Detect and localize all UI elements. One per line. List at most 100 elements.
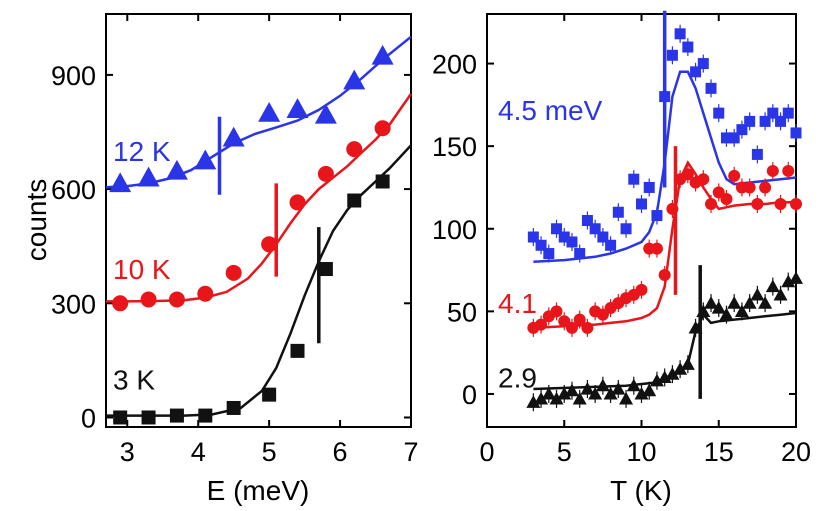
data-points: [526, 24, 803, 412]
data-point-4-1: [535, 318, 548, 331]
plot-frame: [105, 13, 412, 428]
data-point-4-1: [565, 321, 578, 334]
data-point-4-1: [790, 197, 802, 210]
x-tick-label: 10: [626, 437, 656, 467]
data-point-2-9: [595, 378, 610, 392]
data-point-4-5-mev: [759, 115, 771, 127]
data-point-2-9: [541, 386, 556, 400]
data-point-4-5-mev: [574, 248, 586, 260]
data-point-12-k: [286, 98, 309, 118]
data-point-12-k: [137, 166, 160, 187]
data-point-4-5-mev: [782, 107, 794, 119]
data-point-4-5-mev: [666, 49, 678, 61]
data-point-2-9: [673, 362, 688, 375]
y-tick-label: 0: [462, 380, 477, 410]
data-point-4-5-mev: [651, 210, 663, 222]
y-tick-label: 0: [81, 403, 96, 433]
data-point-4-5-mev: [551, 223, 563, 235]
data-point-4-1: [751, 197, 764, 210]
data-point-12-k: [343, 69, 366, 90]
data-point-4-5-mev: [790, 127, 802, 139]
data-point-4-1: [681, 168, 694, 181]
data-point-3-k: [318, 262, 333, 277]
data-point-2-9: [727, 296, 742, 309]
data-point-12-k: [258, 101, 281, 122]
data-point-4-1: [581, 321, 594, 334]
data-point-4-5-mev: [682, 41, 694, 53]
y-axis-label: counts: [21, 179, 52, 262]
data-point-4-1: [650, 242, 663, 255]
data-point-4-5-mev: [728, 132, 740, 144]
data-point-4-1: [766, 164, 779, 177]
data-point-4-5-mev: [597, 231, 609, 243]
data-point-4-5-mev: [736, 124, 748, 136]
data-point-4-5-mev: [775, 115, 787, 127]
data-point-2-9: [657, 370, 672, 384]
y-tick-label: 50: [447, 297, 477, 327]
data-point-2-9: [549, 391, 564, 405]
data-points: [109, 44, 394, 425]
data-point-4-5-mev: [674, 28, 686, 40]
data-point-3-k: [375, 174, 390, 189]
data-point-4-1: [774, 197, 787, 210]
y-tick-label: 300: [51, 289, 96, 319]
x-tick-label: 3: [120, 437, 135, 467]
data-point-4-1: [697, 173, 710, 186]
data-point-4-1: [759, 181, 772, 194]
series-labels: 4.5 meV 4.1 2.9: [498, 95, 603, 394]
data-point-2-9: [665, 367, 680, 380]
data-point-2-9: [619, 391, 634, 405]
series-label-4-1: 4.1: [498, 288, 537, 319]
data-point-4-5-mev: [751, 148, 763, 160]
data-point-2-9: [626, 378, 641, 392]
data-point-2-9: [580, 382, 595, 395]
data-point-10-k: [112, 295, 129, 312]
data-point-10-k: [289, 194, 306, 211]
data-point-12-k: [371, 44, 394, 65]
data-point-4-5-mev: [705, 82, 717, 94]
energy-scan-panel: 3 4 5 6 7 0 300 600 900 12 K 10 K 3 K E (meV) coun…: [21, 13, 419, 506]
data-point-4-5-mev: [612, 206, 624, 218]
data-point-3-k: [198, 408, 213, 423]
data-point-2-9: [781, 274, 796, 288]
data-point-4-5-mev: [697, 58, 709, 70]
data-point-2-9: [711, 301, 726, 314]
data-point-10-k: [225, 264, 242, 281]
data-point-4-1: [573, 313, 586, 326]
data-point-2-9: [789, 271, 803, 284]
x-tick-label: 15: [704, 437, 734, 467]
fit-curves: [105, 35, 413, 417]
data-point-4-5-mev: [636, 198, 647, 210]
data-point-2-9: [734, 304, 749, 317]
data-point-4-5-mev: [535, 239, 547, 251]
data-point-4-5-mev: [767, 107, 779, 119]
data-point-2-9: [750, 287, 765, 301]
series-label-10-k: 10 K: [113, 254, 171, 285]
data-point-12-k: [194, 149, 217, 170]
data-point-3-k: [169, 408, 184, 423]
x-tick-label: 0: [479, 437, 494, 467]
data-point-2-9: [588, 386, 603, 400]
data-point-12-k: [314, 103, 337, 124]
data-point-4-5-mev: [720, 132, 732, 144]
data-point-2-9: [526, 395, 541, 408]
data-point-2-9: [696, 304, 711, 317]
data-point-12-k: [222, 126, 245, 147]
data-point-4-1: [635, 283, 648, 296]
series-labels: 12 K 10 K 3 K: [113, 136, 171, 395]
series-label-4-5-mev: 4.5 meV: [498, 95, 603, 126]
x-tick-label: 7: [403, 437, 418, 467]
data-point-10-k: [140, 291, 157, 308]
data-point-10-k: [197, 285, 214, 302]
data-point-2-9: [742, 296, 757, 309]
data-point-2-9: [758, 296, 773, 309]
data-point-3-k: [113, 410, 128, 425]
data-point-4-1: [705, 197, 718, 210]
data-point-4-5-mev: [643, 181, 655, 193]
data-point-2-9: [765, 279, 780, 293]
data-point-3-k: [226, 400, 241, 415]
data-point-2-9: [572, 391, 587, 405]
